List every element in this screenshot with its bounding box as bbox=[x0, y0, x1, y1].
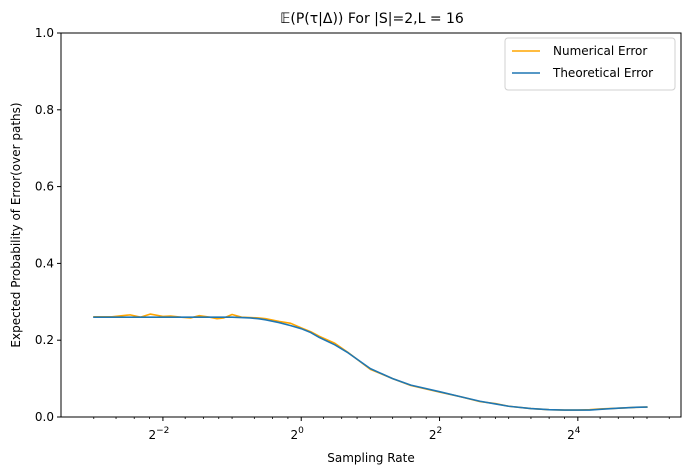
y-tick-label: 1.0 bbox=[35, 26, 54, 40]
plot-area bbox=[61, 33, 681, 417]
x-axis-label: Sampling Rate bbox=[327, 451, 415, 465]
x-tick-label: 24 bbox=[567, 426, 581, 442]
y-axis-label: Expected Probability of Error(over paths… bbox=[9, 102, 23, 347]
legend: Numerical Error Theoretical Error bbox=[504, 37, 676, 91]
chart-title: 𝔼(P(τ|Δ)) For |S|=2,L = 16 bbox=[280, 11, 464, 27]
x-tick-label: 2−2 bbox=[148, 426, 169, 442]
plot-frame bbox=[60, 32, 682, 418]
y-axis-ticks: 0.0 0.2 0.4 0.6 0.8 1.0 bbox=[35, 26, 61, 424]
legend-box bbox=[504, 37, 676, 91]
x-tick-label: 20 bbox=[291, 426, 305, 442]
series-lines bbox=[92, 313, 648, 411]
y-tick-label: 0.4 bbox=[35, 256, 54, 270]
theoretical-error-line bbox=[92, 316, 648, 411]
legend-label-theoretical: Theoretical Error bbox=[552, 66, 653, 80]
y-tick-label: 0.0 bbox=[35, 410, 54, 424]
y-tick-label: 0.6 bbox=[35, 180, 54, 194]
y-tick-label: 0.8 bbox=[35, 103, 54, 117]
x-tick-label: 22 bbox=[429, 426, 442, 442]
legend-label-numerical: Numerical Error bbox=[553, 44, 647, 58]
y-tick-label: 0.2 bbox=[35, 333, 54, 347]
